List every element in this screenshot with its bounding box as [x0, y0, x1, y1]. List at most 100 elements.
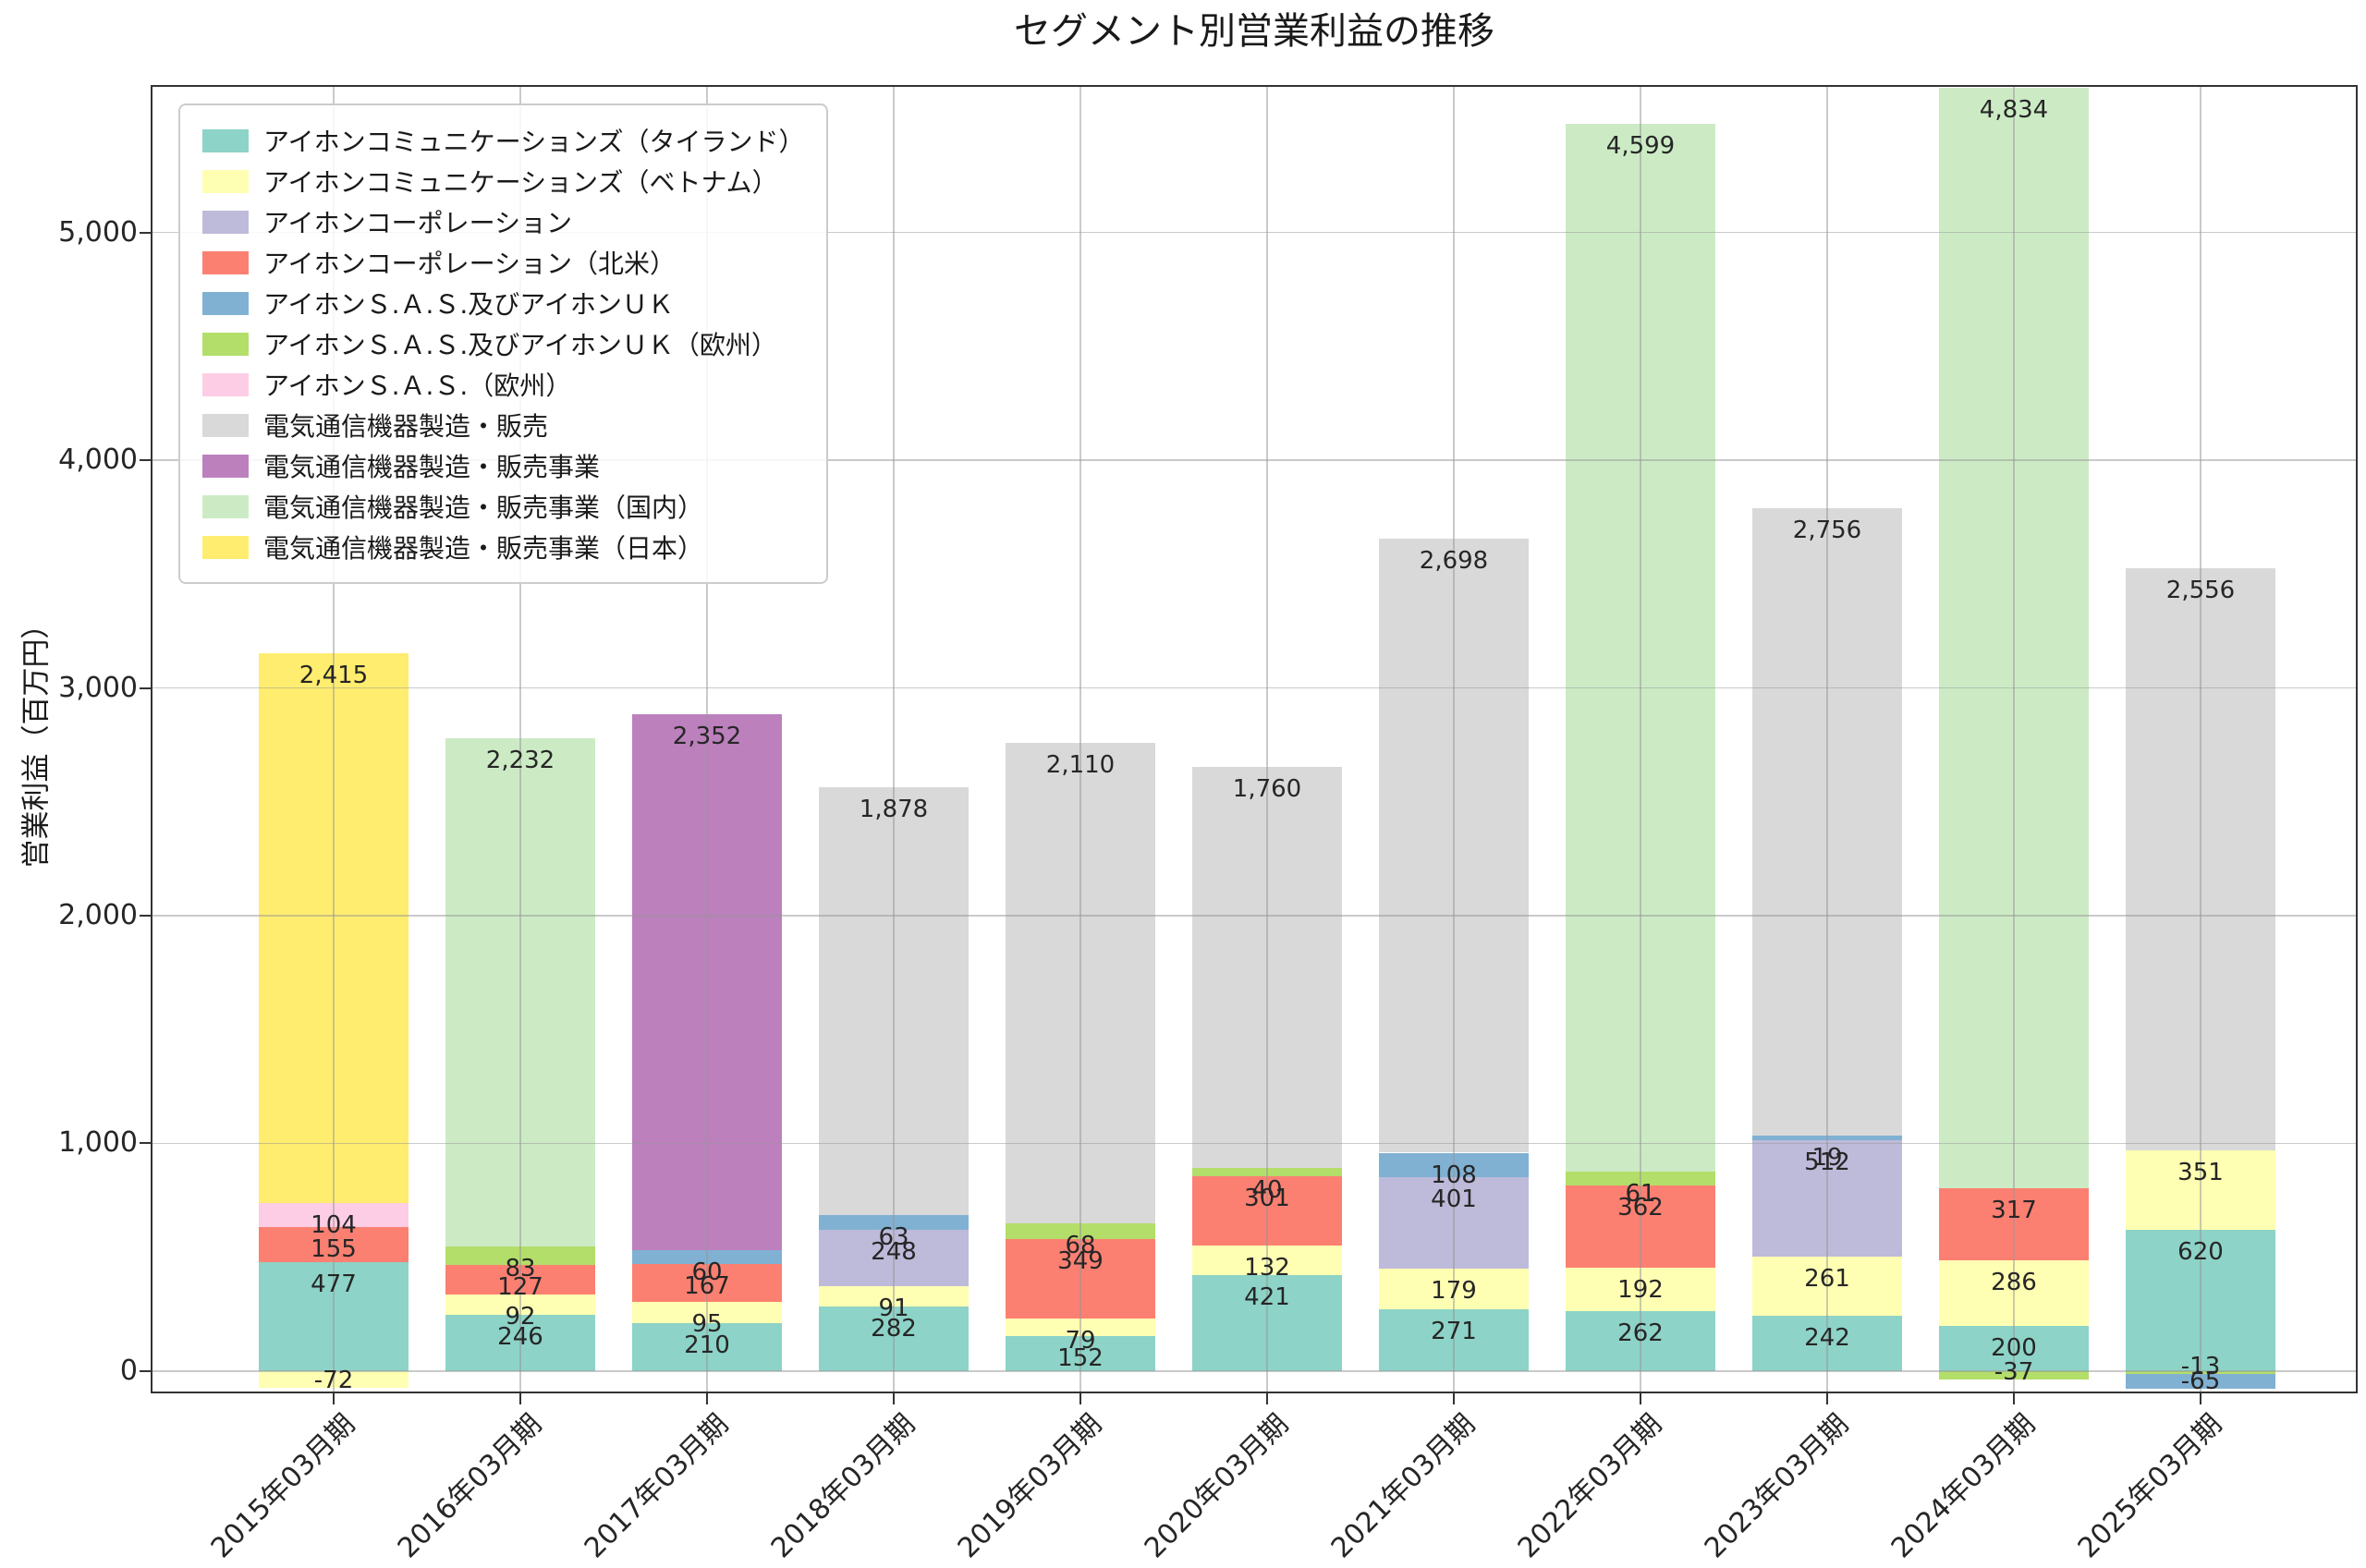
- bar-segment: [2126, 1149, 2275, 1231]
- legend-swatch: [202, 494, 249, 518]
- legend-item: 電気通信機器製造・販売事業: [202, 445, 804, 486]
- bar-value-label: 512: [1804, 1148, 1850, 1176]
- y-gridline: [152, 687, 2356, 689]
- bar-value-label: 362: [1617, 1193, 1664, 1222]
- x-tick-label: 2025年03月期: [2072, 1407, 2229, 1565]
- legend-item-label: アイホンＳ.Ａ.Ｓ.（欧州）: [263, 371, 572, 401]
- bar-segment: [2126, 1230, 2275, 1371]
- bar-segment: [1379, 1177, 1529, 1269]
- bar-segment: [259, 1370, 409, 1388]
- x-tick-mark: [893, 1393, 895, 1404]
- x-tick-label: 2016年03月期: [392, 1407, 549, 1565]
- bar-value-label: 421: [1244, 1283, 1290, 1312]
- bar-segment: [1006, 1238, 1155, 1319]
- legend-item-label: アイホンＳ.Ａ.Ｓ.及びアイホンＵＫ（欧州）: [263, 330, 777, 360]
- legend-swatch: [202, 291, 249, 315]
- bar-segment: [632, 1249, 782, 1264]
- x-tick-label: 2017年03月期: [579, 1407, 736, 1565]
- bar-segment: [1006, 1318, 1155, 1337]
- legend-swatch: [202, 250, 249, 274]
- bar-segment: [259, 653, 409, 1204]
- bar-value-label: 2,232: [485, 746, 555, 774]
- bar-value-label: 282: [871, 1315, 917, 1343]
- y-tick-label: 0: [119, 1354, 138, 1387]
- bar-value-label: 192: [1617, 1275, 1664, 1304]
- bar-value-label: 2,756: [1792, 516, 1862, 544]
- bar-segment: [1192, 1275, 1342, 1371]
- x-tick-mark: [2013, 1393, 2015, 1404]
- x-tick-mark: [1826, 1393, 1828, 1404]
- legend-swatch: [202, 332, 249, 356]
- bar-segment: [2126, 1370, 2275, 1375]
- x-tick-label: 2023年03月期: [1699, 1407, 1856, 1565]
- y-gridline: [152, 1370, 2356, 1372]
- bar-value-label: 127: [497, 1273, 543, 1302]
- legend-item: アイホンＳ.Ａ.Ｓ.（欧州）: [202, 364, 804, 405]
- y-axis-label: 営業利益（百万円）: [19, 610, 54, 869]
- x-tick-label: 2018年03月期: [765, 1407, 922, 1565]
- x-tick-label: 2022年03月期: [1512, 1407, 1669, 1565]
- legend-item: アイホンコミュニケーションズ（ベトナム）: [202, 161, 804, 201]
- bar-value-label: 262: [1617, 1319, 1664, 1348]
- bar-segment: [1939, 87, 2089, 1188]
- bar-segment: [445, 1265, 595, 1295]
- x-gridline: [1079, 87, 1081, 1392]
- bar-segment: [1566, 1311, 1715, 1371]
- x-tick-mark: [519, 1393, 521, 1404]
- y-tick-mark: [140, 231, 151, 234]
- y-gridline: [152, 915, 2356, 917]
- y-tick-mark: [140, 1369, 151, 1372]
- legend-swatch: [202, 454, 249, 478]
- bar-segment: [1192, 766, 1342, 1168]
- x-gridline: [2200, 87, 2201, 1392]
- bar-segment: [1566, 1171, 1715, 1185]
- x-tick-label: 2015年03月期: [205, 1407, 362, 1565]
- bar-value-label: 349: [1057, 1246, 1104, 1275]
- bar-value-label: 19: [1811, 1144, 1843, 1173]
- bar-value-label: 271: [1431, 1318, 1477, 1346]
- bar-value-label: -72: [313, 1366, 354, 1394]
- legend-swatch: [202, 210, 249, 234]
- bar-value-label: 91: [878, 1294, 909, 1322]
- bar-segment: [632, 714, 782, 1250]
- x-tick-mark: [1640, 1393, 1641, 1404]
- bar-value-label: 2,556: [2165, 576, 2236, 604]
- bar-value-label: 261: [1804, 1264, 1850, 1293]
- bar-value-label: -65: [2180, 1367, 2221, 1396]
- x-gridline: [1826, 87, 1828, 1392]
- bar-segment: [1006, 743, 1155, 1224]
- bar-segment: [632, 1323, 782, 1371]
- x-tick-mark: [1453, 1393, 1455, 1404]
- bar-value-label: 68: [1065, 1232, 1096, 1260]
- legend-swatch: [202, 535, 249, 559]
- bar-value-label: 210: [684, 1331, 730, 1360]
- bar-segment: [2126, 567, 2275, 1150]
- bar-segment: [819, 1215, 969, 1230]
- bar-value-label: 200: [1991, 1333, 2037, 1362]
- bar-segment: [1752, 1256, 1902, 1317]
- legend-swatch: [202, 413, 249, 437]
- bar-value-label: 351: [2177, 1158, 2224, 1186]
- bar-value-label: 108: [1431, 1161, 1477, 1189]
- y-tick-label: 1,000: [58, 1126, 138, 1160]
- legend-item: アイホンＳ.Ａ.Ｓ.及びアイホンＵＫ: [202, 283, 804, 323]
- y-tick-mark: [140, 687, 151, 689]
- bar-segment: [1192, 1176, 1342, 1246]
- bar-value-label: 179: [1431, 1276, 1477, 1305]
- bar-value-label: 95: [691, 1309, 723, 1338]
- x-gridline: [893, 87, 895, 1392]
- bar-value-label: 401: [1431, 1185, 1477, 1214]
- y-tick-mark: [140, 914, 151, 917]
- legend-swatch: [202, 372, 249, 396]
- bar-value-label: 286: [1991, 1269, 2037, 1297]
- bar-segment: [445, 1294, 595, 1316]
- bar-value-label: 246: [497, 1323, 543, 1352]
- bar-value-label: 1,878: [859, 796, 929, 824]
- x-gridline: [1640, 87, 1641, 1392]
- legend-item: アイホンＳ.Ａ.Ｓ.及びアイホンＵＫ（欧州）: [202, 323, 804, 364]
- bar-segment: [1939, 1187, 2089, 1261]
- legend-item: 電気通信機器製造・販売: [202, 405, 804, 445]
- x-tick-label: 2019年03月期: [952, 1407, 1109, 1565]
- bar-value-label: 104: [311, 1211, 357, 1240]
